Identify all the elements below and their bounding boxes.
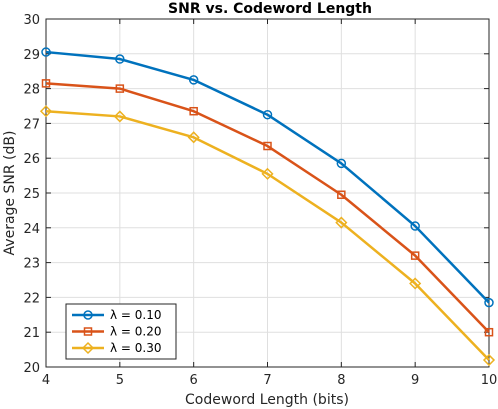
data-point-series-3 [187, 131, 200, 144]
data-point-series-2 [115, 84, 125, 93]
x-tick-label: 8 [337, 373, 345, 388]
data-point-series-1 [188, 75, 199, 85]
chart-title: SNR vs. Codeword Length [168, 1, 372, 17]
data-point-series-3 [482, 353, 496, 367]
data-point-series-1 [484, 297, 494, 308]
legend-label: λ = 0.10 [110, 308, 162, 322]
y-tick-label: 30 [23, 13, 40, 28]
data-point-series-3 [113, 110, 126, 123]
y-tick-label: 27 [23, 117, 40, 132]
data-point-series-3 [335, 216, 348, 229]
legend-label: λ = 0.30 [110, 341, 162, 355]
x-tick-label: 4 [42, 373, 50, 388]
data-point-series-3 [409, 277, 422, 290]
data-point-series-2 [263, 141, 272, 151]
series-line-3 [45, 109, 490, 361]
data-point-series-3 [39, 105, 53, 118]
x-tick-label: 9 [411, 373, 419, 388]
legend-label: λ = 0.20 [110, 325, 162, 339]
y-axis-label: Average SNR (dB) [2, 131, 18, 256]
data-point-series-1 [410, 221, 420, 231]
y-tick-label: 26 [23, 152, 40, 167]
data-point-series-3 [261, 167, 274, 180]
x-tick-label: 10 [481, 373, 498, 388]
data-point-series-2 [410, 251, 420, 260]
y-tick-label: 21 [23, 326, 40, 341]
y-tick-label: 24 [23, 222, 40, 237]
data-point-series-2 [189, 106, 198, 116]
data-point-series-2 [41, 79, 51, 88]
data-point-series-1 [41, 47, 51, 57]
data-point-series-1 [115, 54, 125, 64]
data-point-series-1 [336, 158, 347, 169]
y-tick-label: 28 [23, 83, 40, 98]
legend: λ = 0.10 λ = 0.20 λ = 0.30 [65, 303, 177, 360]
data-point-series-2 [337, 190, 346, 199]
legend-marker-2 [83, 327, 93, 336]
data-point-series-2 [484, 327, 494, 337]
data-point-series-1 [262, 109, 273, 120]
y-tick-label: 25 [23, 187, 40, 202]
y-tick-label: 20 [23, 361, 40, 376]
y-tick-label: 29 [23, 48, 40, 63]
x-tick-label: 7 [263, 373, 271, 388]
series-line-2 [45, 82, 490, 334]
x-axis-label: Codeword Length (bits) [185, 392, 349, 408]
y-tick-label: 22 [23, 291, 40, 306]
series-line-1 [45, 50, 490, 304]
y-tick-label: 23 [23, 257, 40, 272]
legend-marker-1 [83, 310, 93, 320]
legend-marker-3 [81, 341, 95, 355]
x-tick-label: 6 [190, 373, 198, 388]
x-tick-label: 5 [116, 373, 124, 388]
